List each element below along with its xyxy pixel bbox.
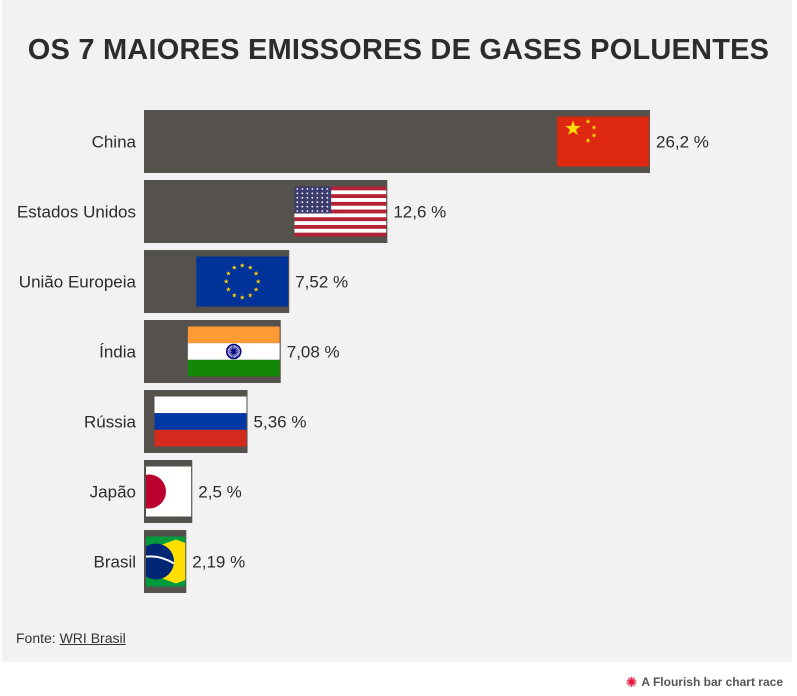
category-label: Rússia <box>84 413 137 432</box>
japan-flag-icon <box>146 466 192 517</box>
value-label: 7,52 % <box>295 273 348 292</box>
bar-chart: China 26,2 % Estados Unidos 12,6 % União Eur… <box>17 110 709 593</box>
category-label: Brasil <box>93 553 136 572</box>
eu-flag-icon <box>196 256 289 307</box>
bar-row: Estados Unidos 12,6 % <box>17 180 446 243</box>
value-label: 2,5 % <box>198 483 241 502</box>
value-label: 5,36 % <box>254 413 307 432</box>
india-flag-icon <box>187 326 280 377</box>
value-label: 7,08 % <box>287 343 340 362</box>
bar-row: Índia 7,08 % <box>99 320 340 383</box>
category-label: Índia <box>99 343 136 362</box>
category-label: União Europeia <box>19 273 137 292</box>
category-label: China <box>92 133 137 152</box>
value-label: 26,2 % <box>656 133 709 152</box>
chart-title: OS 7 MAIORES EMISSORES DE GASES POLUENTE… <box>27 34 770 66</box>
value-label: 12,6 % <box>393 203 446 222</box>
category-label: Japão <box>90 483 136 502</box>
russia-flag-icon <box>154 396 247 447</box>
usa-flag-icon <box>294 186 387 237</box>
bar-row: China 26,2 % <box>92 110 709 173</box>
brazil-flag-icon <box>146 536 186 587</box>
flourish-burst-icon: ✺ <box>625 674 638 690</box>
credit-text: A Flourish bar chart race <box>641 675 783 689</box>
source-link[interactable]: WRI Brasil <box>59 630 126 646</box>
category-label: Estados Unidos <box>17 203 136 222</box>
flourish-credit[interactable]: ✺ A Flourish bar chart race <box>626 675 783 689</box>
value-label: 2,19 % <box>192 553 245 572</box>
bar-row: Japão 2,5 % <box>90 460 242 523</box>
bar-row: Brasil 2,19 % <box>93 530 245 593</box>
bar-row: Rússia 5,36 % <box>84 390 306 453</box>
source-prefix: Fonte: <box>16 630 56 646</box>
bar-row: União Europeia 7,52 % <box>19 250 348 313</box>
china-flag-icon <box>557 116 649 167</box>
source-note: Fonte: WRI Brasil <box>16 630 126 646</box>
